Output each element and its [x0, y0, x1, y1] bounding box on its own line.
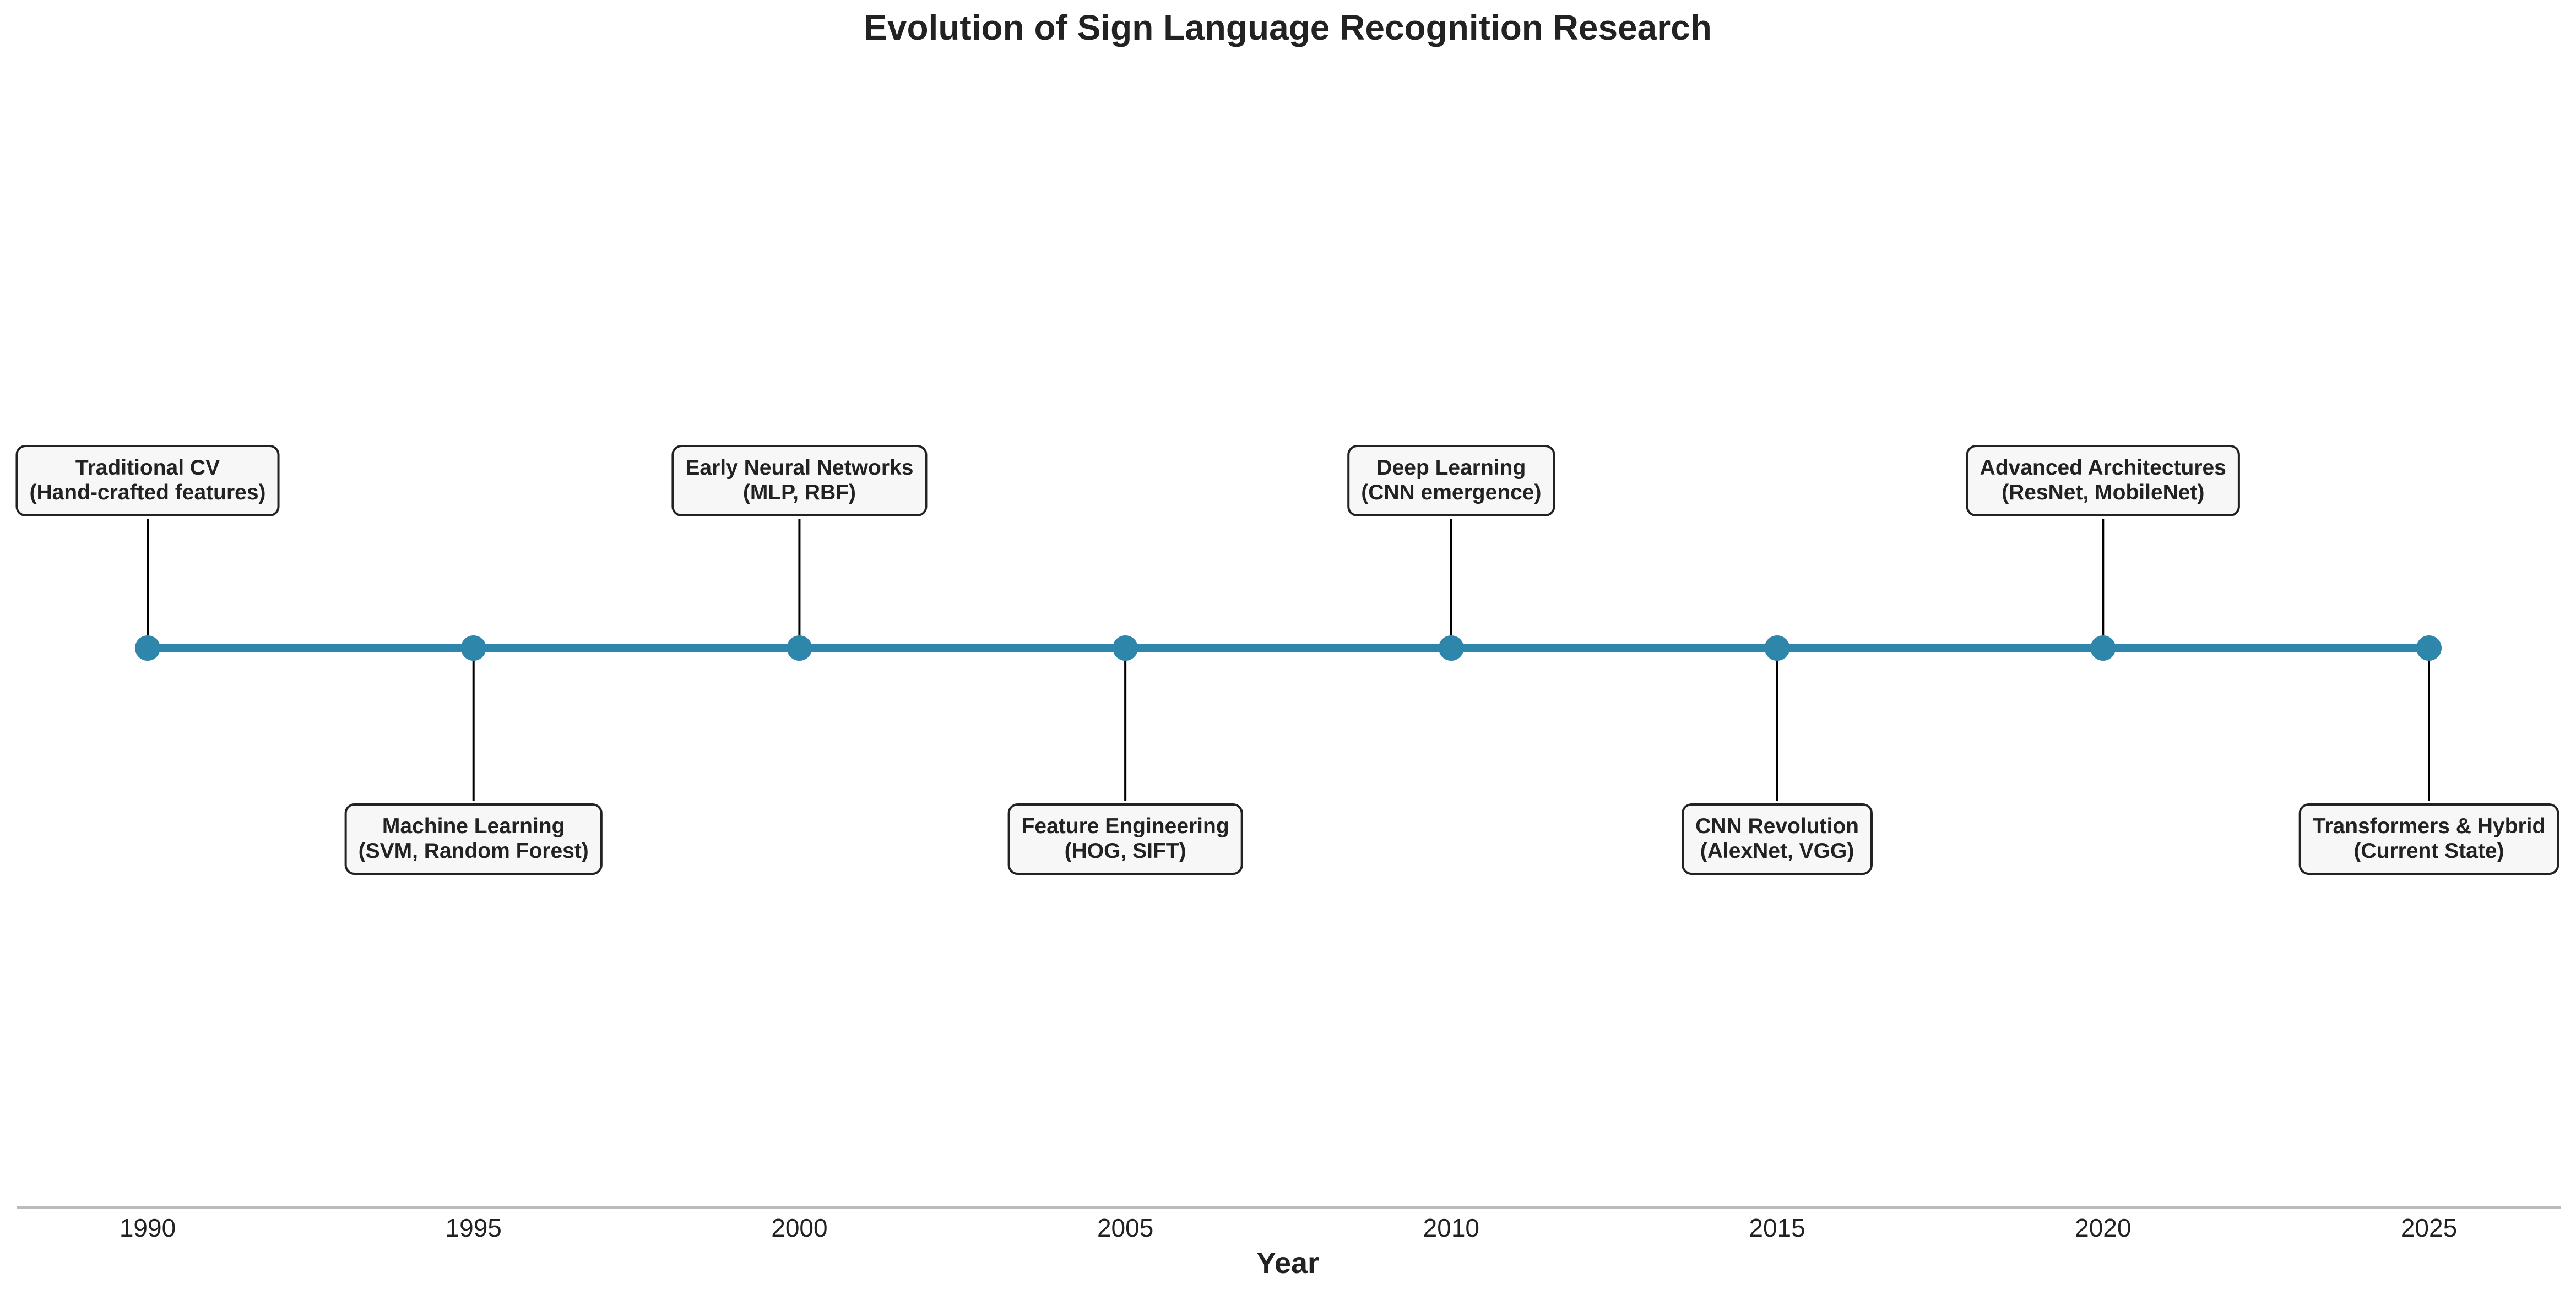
milestone-point: [2090, 635, 2116, 661]
milestone-annotation: Early Neural Networks(MLP, RBF): [671, 445, 928, 516]
milestone-annotation: CNN Revolution(AlexNet, VGG): [1682, 803, 1873, 875]
milestone-box: [344, 803, 603, 875]
milestone-annotation: Feature Engineering(HOG, SIFT): [1007, 803, 1243, 875]
milestone-box: [1347, 445, 1555, 516]
milestone-detail: (Hand-crafted features): [29, 481, 265, 504]
x-tick-labels: 1990 1995 2000 2005 2010 2015 2020 2025: [120, 1214, 2457, 1242]
x-tick-label: 2025: [2401, 1214, 2457, 1242]
milestone-detail: (SVM, Random Forest): [359, 839, 589, 863]
x-tick-label: 1995: [446, 1214, 502, 1242]
x-tick-label: 2010: [1423, 1214, 1479, 1242]
milestone-title: CNN Revolution: [1695, 814, 1859, 838]
milestone-annotation: Transformers & Hybrid(Current State): [2298, 803, 2559, 875]
milestone-point: [2416, 635, 2442, 661]
milestone-title: Machine Learning: [382, 814, 565, 838]
milestone-points: [135, 635, 2442, 661]
milestone-annotation: Advanced Architectures(ResNet, MobileNet…: [1966, 445, 2240, 516]
milestone-title: Advanced Architectures: [1980, 456, 2226, 480]
milestone-detail: (AlexNet, VGG): [1700, 839, 1854, 863]
chart-title: Evolution of Sign Language Recognition R…: [864, 8, 1712, 47]
x-axis-label: Year: [1256, 1247, 1319, 1280]
milestone-point: [460, 635, 486, 661]
milestone-detail: (CNN emergence): [1361, 481, 1541, 504]
x-tick-label: 1990: [120, 1214, 176, 1242]
milestone-title: Deep Learning: [1376, 456, 1526, 480]
milestone-annotations: Traditional CV(Hand-crafted features) Mac…: [15, 445, 2559, 875]
x-tick-label: 2000: [771, 1214, 827, 1242]
milestone-point: [135, 635, 160, 661]
milestone-box: [15, 445, 280, 516]
milestone-detail: (HOG, SIFT): [1065, 839, 1186, 863]
milestone-box: [1682, 803, 1873, 875]
milestone-point: [1113, 635, 1138, 661]
milestone-box: [1966, 445, 2240, 516]
x-tick-label: 2005: [1097, 1214, 1153, 1242]
milestone-box: [671, 445, 928, 516]
milestone-point: [1764, 635, 1790, 661]
milestone-box: [1007, 803, 1243, 875]
milestone-box: [2298, 803, 2559, 875]
milestone-title: Early Neural Networks: [685, 456, 913, 480]
x-tick-label: 2015: [1749, 1214, 1805, 1242]
milestone-annotation: Deep Learning(CNN emergence): [1347, 445, 1555, 516]
milestone-title: Transformers & Hybrid: [2313, 814, 2546, 838]
milestone-annotation: Machine Learning(SVM, Random Forest): [344, 803, 603, 875]
milestone-title: Traditional CV: [75, 456, 220, 480]
milestone-detail: (MLP, RBF): [743, 481, 856, 504]
x-tick-label: 2020: [2075, 1214, 2131, 1242]
milestone-detail: (Current State): [2353, 839, 2504, 863]
milestone-detail: (ResNet, MobileNet): [2002, 481, 2204, 504]
milestone-annotation: Traditional CV(Hand-crafted features): [15, 445, 280, 516]
milestone-point: [1438, 635, 1464, 661]
milestone-title: Feature Engineering: [1022, 814, 1229, 838]
annotation-arrows: [148, 519, 2429, 801]
milestone-point: [787, 635, 812, 661]
